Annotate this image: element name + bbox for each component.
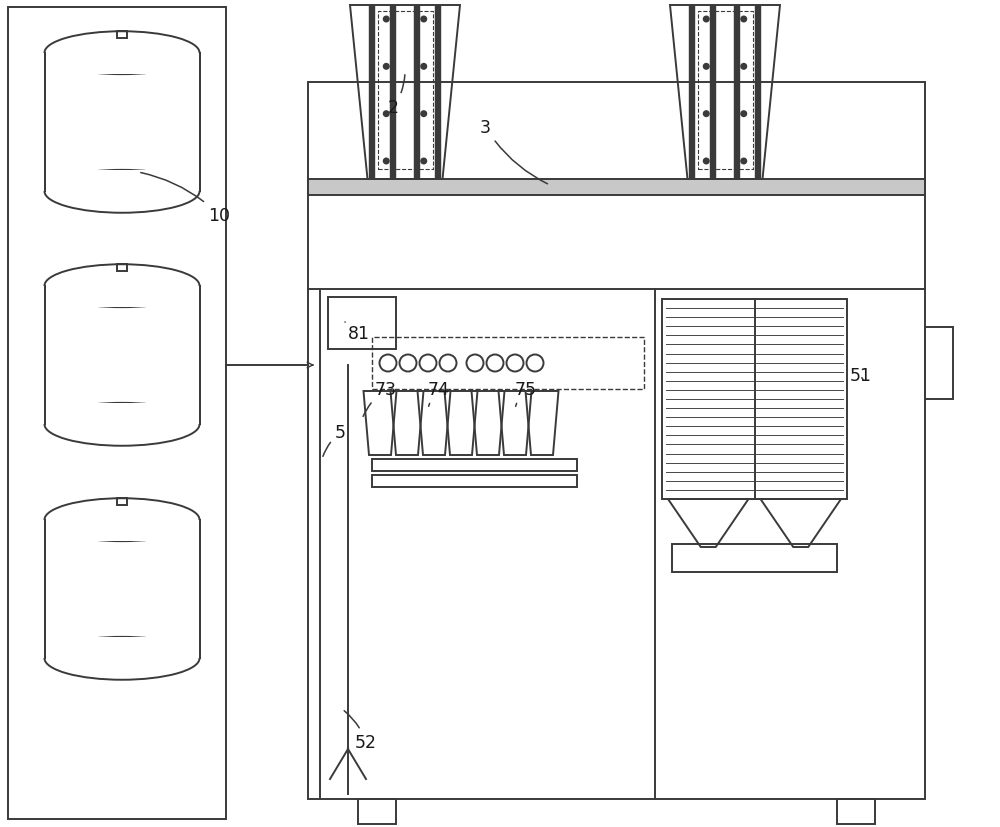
Bar <box>43 404 202 425</box>
Circle shape <box>703 65 709 70</box>
Bar <box>369 6 375 179</box>
Text: 52: 52 <box>344 711 377 751</box>
Text: 74: 74 <box>428 380 450 407</box>
Circle shape <box>741 65 747 70</box>
Bar <box>662 299 847 500</box>
Bar <box>358 799 396 824</box>
Text: 51: 51 <box>850 366 872 385</box>
Bar <box>308 179 925 196</box>
Bar <box>308 83 925 799</box>
Circle shape <box>383 112 389 117</box>
Circle shape <box>703 112 709 117</box>
Circle shape <box>421 112 427 117</box>
Bar <box>925 327 953 399</box>
Bar <box>414 6 420 179</box>
Bar <box>734 6 740 179</box>
Text: 3: 3 <box>480 119 548 184</box>
Bar <box>372 476 577 487</box>
Bar <box>117 265 127 271</box>
Bar <box>390 6 396 179</box>
Bar <box>117 499 127 505</box>
Bar <box>117 32 127 39</box>
Bar <box>43 637 202 658</box>
Bar <box>710 6 716 179</box>
Bar <box>8 8 226 819</box>
Circle shape <box>421 159 427 165</box>
Circle shape <box>741 159 747 165</box>
Text: 73: 73 <box>363 380 397 417</box>
Bar <box>43 520 202 542</box>
Bar <box>837 799 875 824</box>
Text: 2: 2 <box>388 76 405 117</box>
Bar <box>372 460 577 471</box>
Text: 81: 81 <box>345 323 370 342</box>
Bar <box>435 6 441 179</box>
Bar <box>43 170 202 192</box>
Circle shape <box>703 17 709 23</box>
Circle shape <box>741 112 747 117</box>
Bar <box>372 337 644 390</box>
Circle shape <box>383 159 389 165</box>
Bar <box>672 544 837 572</box>
Bar <box>689 6 695 179</box>
Circle shape <box>421 17 427 23</box>
Circle shape <box>703 159 709 165</box>
Bar <box>328 298 396 350</box>
Bar <box>43 54 202 75</box>
Bar <box>43 286 202 308</box>
Text: 10: 10 <box>141 174 230 225</box>
Text: 75: 75 <box>515 380 537 407</box>
Circle shape <box>421 65 427 70</box>
Circle shape <box>741 17 747 23</box>
Circle shape <box>383 17 389 23</box>
Circle shape <box>383 65 389 70</box>
Bar <box>755 6 761 179</box>
Text: 5: 5 <box>323 423 346 457</box>
